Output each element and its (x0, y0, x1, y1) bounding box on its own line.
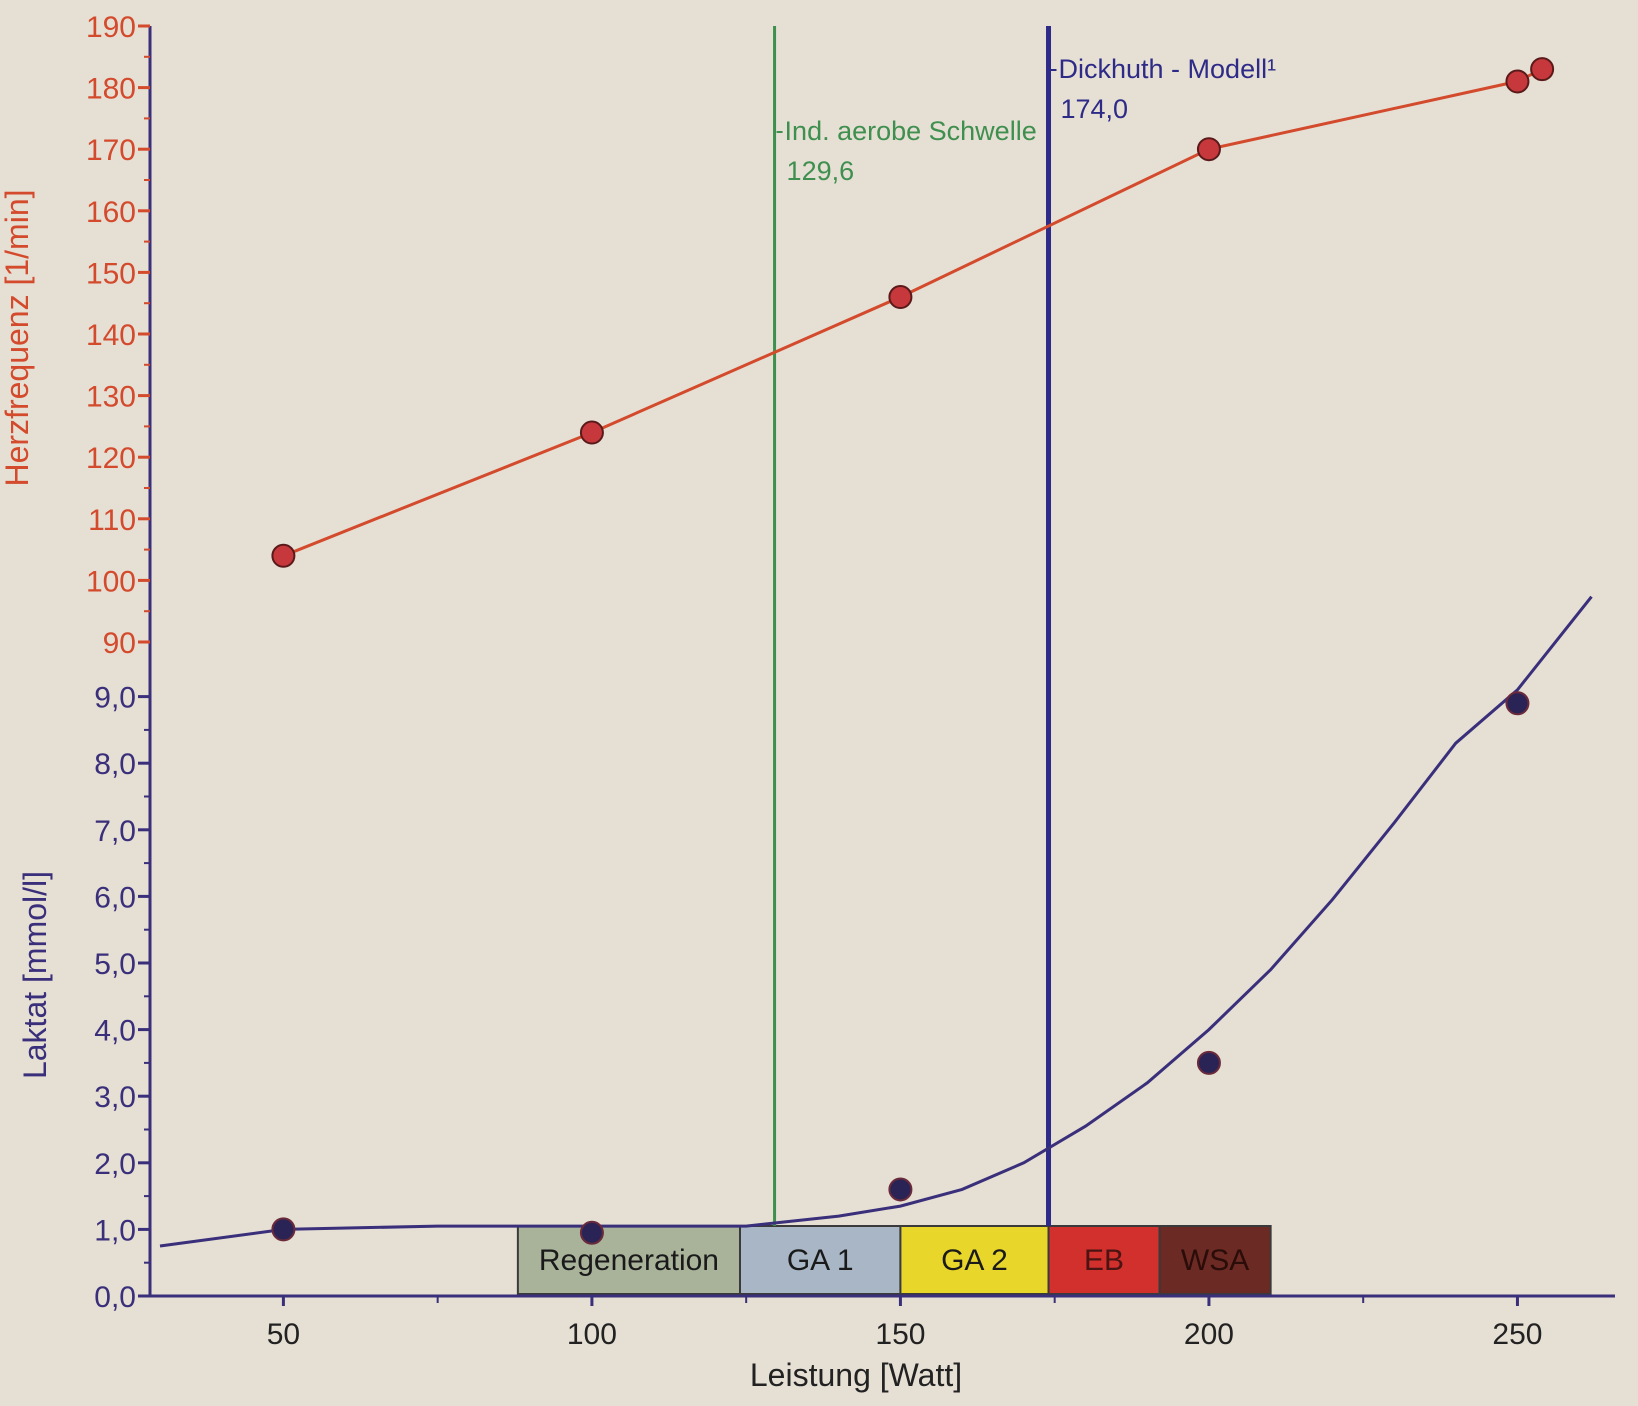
zone-wsa (1158, 1225, 1272, 1295)
x-tick-label: 150 (875, 1318, 925, 1351)
zone-label: GA 2 (941, 1244, 1008, 1277)
x-tick-label: 100 (567, 1318, 617, 1351)
lactate-tick-label: 8,0 (94, 748, 136, 781)
lactate-tick-label: 2,0 (94, 1148, 136, 1181)
x-tick-label: 50 (267, 1318, 300, 1351)
x-tick-label: 200 (1184, 1318, 1234, 1351)
heart-rate-point (271, 543, 296, 568)
lactate-tick-label: 1,0 (94, 1214, 136, 1247)
hr-tick-label: 110 (88, 504, 136, 537)
zone-regeneration (516, 1225, 741, 1295)
hr-tick-label: 130 (86, 381, 136, 414)
heart-rate-point (579, 420, 604, 445)
x-axis-title: Leistung [Watt] (750, 1357, 962, 1393)
x-tick-label: 250 (1492, 1318, 1542, 1351)
hr-tick-label: 90 (103, 627, 136, 660)
lactate-point (271, 1217, 296, 1242)
threshold-value-aerobic: 129,6 (787, 156, 855, 186)
lactate-point (579, 1220, 604, 1245)
lactate-point (1505, 691, 1530, 716)
threshold-label-dickhuth: Dickhuth - Modell¹ (1059, 54, 1277, 84)
lactate-tick-label: 6,0 (94, 881, 136, 914)
zone-label: Regeneration (539, 1244, 719, 1277)
lactate-axis-title: Laktat [mmol/l] (17, 871, 53, 1079)
heart-rate-point (1505, 69, 1530, 94)
lactate-tick-label: 7,0 (94, 815, 136, 848)
zone-label: WSA (1181, 1244, 1249, 1277)
hr-tick-label: 100 (86, 565, 136, 598)
hr-tick-label: 120 (86, 442, 136, 475)
hr-tick-label: 190 (86, 11, 136, 44)
hr-tick-label: 160 (86, 196, 136, 229)
hr-tick-label: 140 (86, 319, 136, 352)
lactate-point (888, 1177, 913, 1202)
hr-tick-label: 180 (86, 73, 136, 106)
hr-tick-label: 150 (86, 257, 136, 290)
zone-ga-2 (899, 1225, 1050, 1295)
threshold-label-aerobic: Ind. aerobe Schwelle (785, 116, 1037, 146)
lactate-fit-line (159, 595, 1593, 1248)
hr-axis-title: Herzfrequenz [1/min] (0, 189, 35, 486)
lactate-point (1196, 1050, 1221, 1075)
threshold-value-dickhuth: 174,0 (1061, 94, 1129, 124)
lactate-tick-label: 5,0 (94, 948, 136, 981)
zone-label: GA 1 (787, 1244, 854, 1277)
lactate-tick-label: 0,0 (94, 1281, 136, 1314)
lactate-tick-label: 3,0 (94, 1081, 136, 1114)
lactate-tick-label: 9,0 (94, 682, 136, 715)
hr-tick-label: 170 (86, 134, 136, 167)
heart-rate-point (1196, 137, 1221, 162)
heart-rate-point (888, 285, 913, 310)
zone-ga-1 (739, 1225, 902, 1295)
heart-rate-point (1530, 57, 1555, 82)
zone-label: EB (1084, 1244, 1124, 1277)
lactate-tick-label: 4,0 (94, 1015, 136, 1048)
